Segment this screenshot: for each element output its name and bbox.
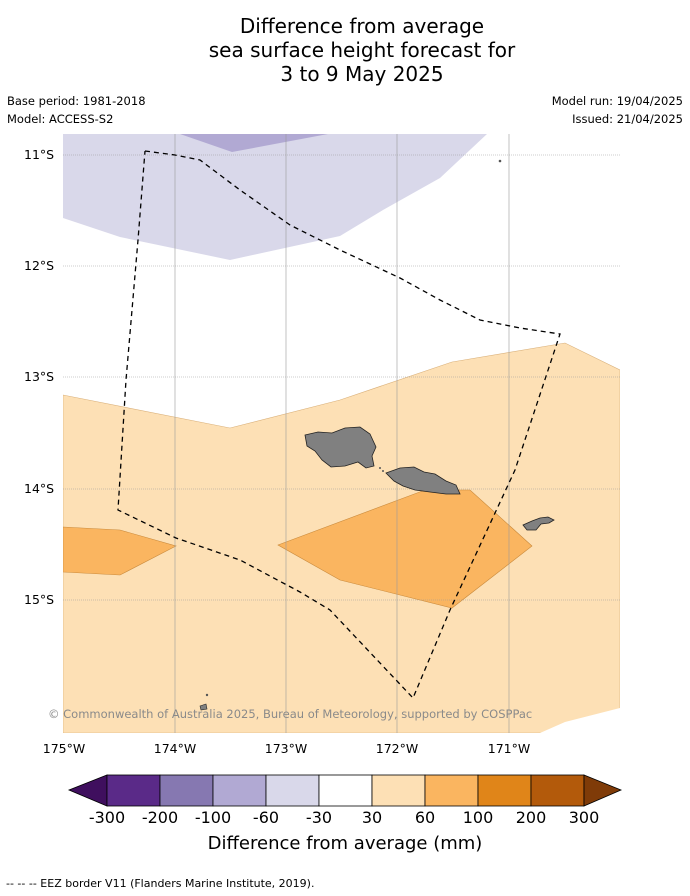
lon-label: 174°W — [153, 741, 197, 756]
colorbar-tick: -30 — [305, 808, 333, 827]
lat-label: 12°S — [24, 258, 55, 273]
colorbar-tick: 300 — [568, 808, 600, 827]
colorbar-tick: -100 — [194, 808, 232, 827]
map-area — [63, 134, 620, 733]
colorbar-segment — [265, 774, 320, 807]
colorbar-tick: -300 — [88, 808, 126, 827]
colorbar-tick: 60 — [414, 808, 436, 827]
colorbar-segment — [424, 774, 479, 807]
colorbar-tick: -200 — [141, 808, 179, 827]
small-islet-manono — [382, 470, 384, 472]
anomaly-region-neg60-100 — [180, 134, 328, 152]
model-run-text: Model run: 19/04/2025 — [551, 94, 683, 108]
small-islet-apolima — [379, 467, 381, 469]
colorbar-segment — [530, 774, 585, 807]
savaii-island — [304, 426, 377, 469]
gridlines — [63, 134, 620, 733]
eez-legend-note: -- -- -- EEZ border V11 (Flanders Marine… — [6, 877, 315, 890]
colorbar-tick: -60 — [252, 808, 280, 827]
southern-islet-b — [205, 693, 209, 697]
colorbar-tick: 30 — [361, 808, 383, 827]
lon-label: 172°W — [375, 741, 419, 756]
title-line-2: sea surface height forecast for — [208, 38, 516, 62]
lon-label: 171°W — [487, 741, 531, 756]
title-line-1: Difference from average — [239, 14, 485, 38]
lat-label: 15°S — [24, 592, 55, 607]
eez-border — [117, 150, 561, 700]
colorbar-extend-low — [67, 774, 108, 807]
anomaly-region-neutral-se — [540, 708, 620, 733]
meta-right: Model run: 19/04/2025 Issued: 21/04/2025 — [552, 94, 683, 130]
colorbar-segment — [371, 774, 426, 807]
lat-label: 14°S — [24, 481, 55, 496]
anomaly-region-neg30-60 — [63, 134, 487, 260]
tutuila-island — [522, 516, 555, 531]
colorbar-tick: 100 — [462, 808, 494, 827]
colorbar-label: Difference from average (mm) — [207, 833, 483, 854]
swains-islet — [498, 159, 502, 163]
colorbar-segment — [212, 774, 267, 807]
meta-left: Base period: 1981-2018 Model: ACCESS-S2 — [7, 94, 146, 130]
lon-label: 173°W — [264, 741, 308, 756]
model-text: Model: ACCESS-S2 — [7, 112, 114, 126]
colorbar-segment — [106, 774, 161, 807]
colorbar-extend-high — [583, 774, 623, 807]
lat-label: 11°S — [24, 147, 55, 162]
colorbar-segment — [318, 774, 373, 807]
southern-islet — [199, 703, 208, 711]
colorbar-tick: 200 — [515, 808, 547, 827]
colorbar-segment — [477, 774, 532, 807]
map-title: Difference from average sea surface heig… — [0, 14, 690, 86]
issued-text: Issued: 21/04/2025 — [572, 112, 683, 126]
title-line-3: 3 to 9 May 2025 — [280, 62, 444, 86]
upolu-island — [385, 466, 461, 495]
colorbar — [67, 774, 623, 807]
lat-label: 13°S — [24, 369, 55, 384]
lon-label: 175°W — [42, 741, 86, 756]
copyright-notice: © Commonwealth of Australia 2025, Bureau… — [48, 707, 533, 721]
anomaly-region-60-100-west — [63, 526, 177, 576]
base-period-text: Base period: 1981-2018 — [7, 94, 146, 108]
colorbar-segment — [159, 774, 214, 807]
